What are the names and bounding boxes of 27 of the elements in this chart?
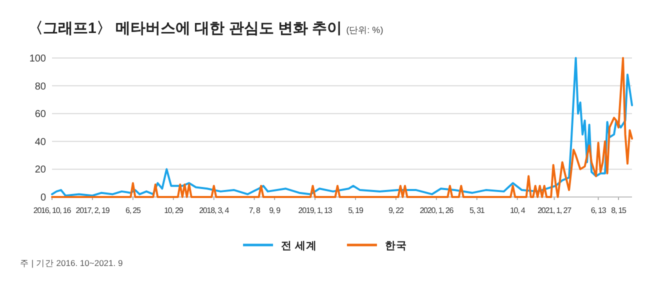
x-tick-label: 5, 19: [348, 206, 364, 215]
x-tick-label: 10, 4: [510, 206, 526, 215]
x-tick-label: 8, 15: [611, 206, 628, 215]
legend-label: 전 세계: [281, 240, 317, 252]
chart-subtitle: (단위: %): [346, 25, 384, 35]
y-tick-label: 0: [40, 192, 46, 204]
x-tick-label: 2020, 1, 26: [420, 206, 454, 215]
x-tick-label: 2016, 10, 16: [33, 206, 72, 215]
y-tick-label: 100: [29, 54, 46, 64]
x-tick-label: 2018, 3, 4: [199, 206, 230, 215]
x-tick-label: 2017, 2, 19: [76, 206, 110, 215]
y-tick-label: 60: [34, 109, 46, 120]
x-tick-label: 9, 22: [388, 206, 404, 215]
legend-label: 한국: [384, 240, 407, 252]
y-tick-label: 40: [34, 136, 46, 148]
x-tick-label: 6, 13: [590, 206, 607, 215]
x-tick-label: 7, 8: [248, 206, 261, 215]
text: 주 | 기간 2016. 10~2021. 9: [20, 258, 123, 268]
x-tick-label: 5, 31: [469, 206, 486, 215]
y-tick-label: 20: [34, 164, 46, 176]
x-tick-label: 2019, 1, 13: [298, 206, 333, 215]
x-tick-label: 6, 25: [126, 206, 142, 215]
chart-title: 〈그래프1〉 메타버스에 대한 관심도 변화 추이: [28, 20, 342, 37]
y-tick-label: 80: [34, 81, 46, 92]
x-tick-label: 10, 29: [164, 206, 184, 215]
x-tick-label: 2021, 1, 27: [538, 206, 572, 215]
x-tick-label: 9, 9: [269, 206, 282, 215]
